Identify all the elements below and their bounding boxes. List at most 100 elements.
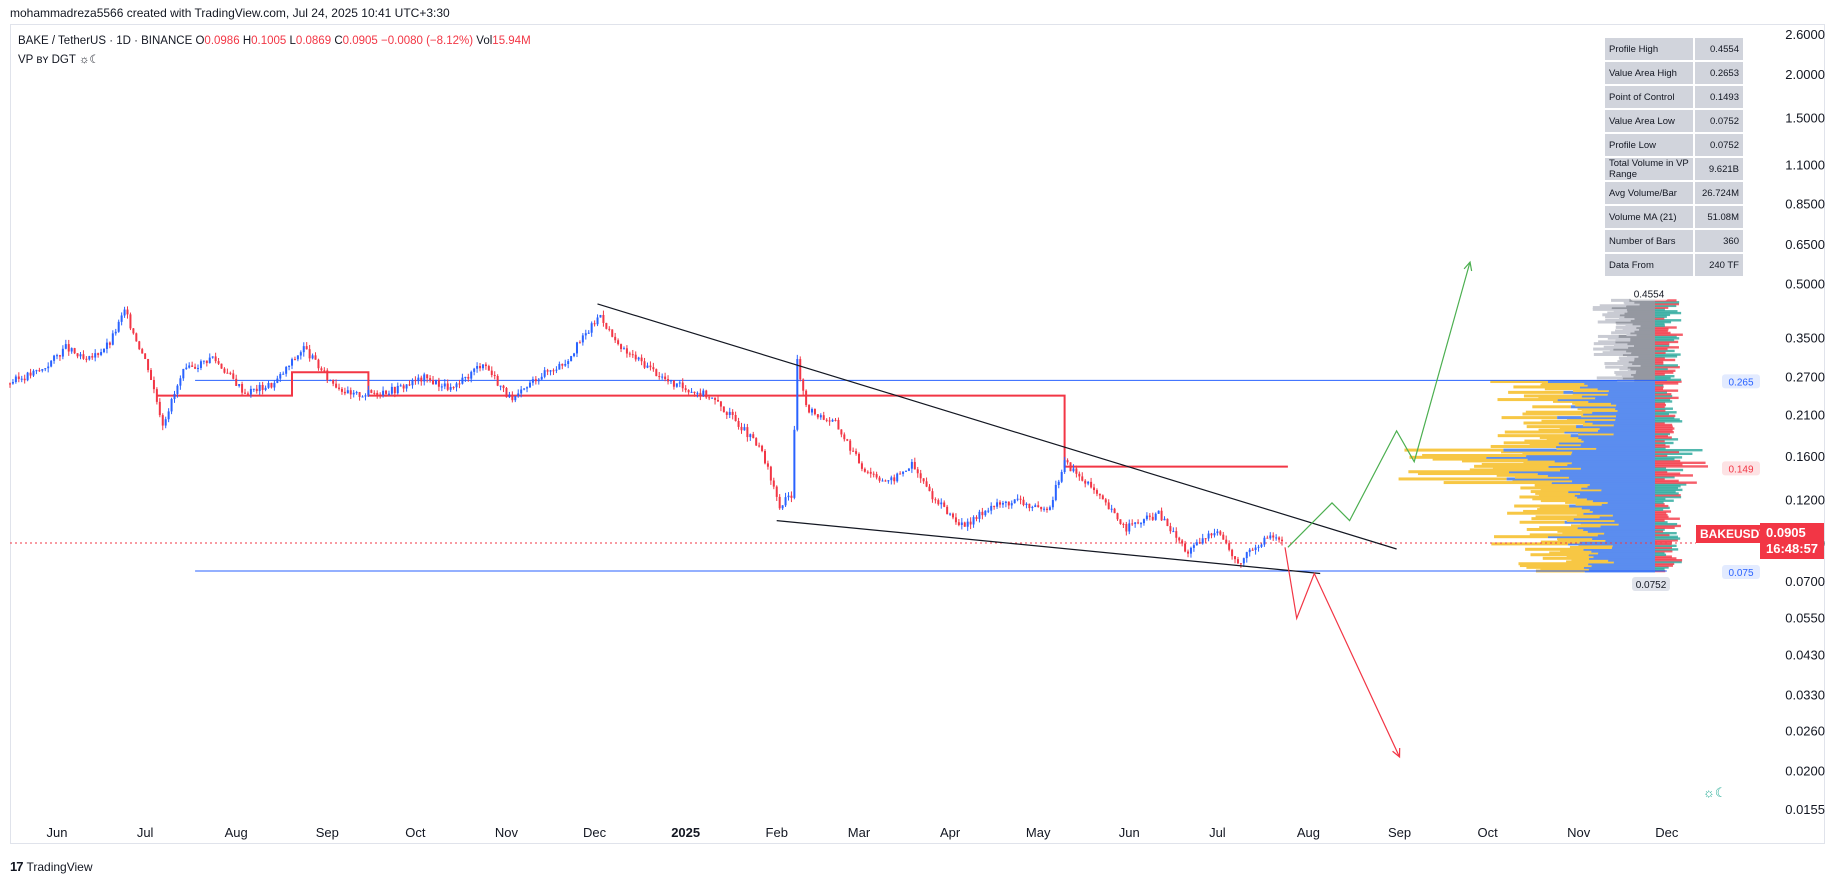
candle-body [44,368,47,370]
volume-delta-bar [1655,324,1665,327]
candle-body [752,434,755,439]
volume-delta-bar [1655,322,1665,326]
candle-body [1069,462,1072,472]
candle-body [1219,531,1222,535]
candle-body [514,395,517,401]
volume-profile-bar-sell [1609,349,1627,353]
stats-row: Total Volume in VP Range 9.621B [1605,158,1743,180]
candle-body [528,382,531,388]
candle-body [855,451,858,454]
candle-body [543,370,546,377]
candle-body [176,385,179,394]
candle-body [999,502,1002,505]
candle-body [646,365,649,368]
candle-body [1184,543,1187,552]
candle-body [928,486,931,492]
annotation-layer: 0.4554 0.0752 0.265 0.149 0.075 [597,260,1760,759]
time-tick-label: Nov [495,825,519,840]
candle-body [191,365,194,367]
volume-delta-bar [1655,531,1677,535]
candle-body [458,383,461,385]
volume-delta-bar [1655,355,1678,358]
volume-delta-bar [1655,508,1664,511]
candle-body [123,309,126,316]
value-area-low-badge: 0.075 [1722,565,1760,580]
stats-row: Value Area High 0.2653 [1605,62,1743,84]
candle-body [208,357,211,364]
volume-profile-bar-sell [1526,565,1584,569]
candles [9,306,1284,568]
volume-profile-bar-sell [1575,403,1617,407]
candle-body [954,517,957,523]
candle-body [1013,499,1016,504]
volume-profile-bar-buy [1628,360,1655,364]
candle-body [661,376,664,378]
volume-delta-bar [1655,559,1683,562]
volume-profile-bar-buy [1570,405,1655,409]
volume-profile-bar-buy [1568,475,1655,479]
profile-high-label: 0.4554 [1630,286,1668,301]
volume-delta-bar [1655,503,1665,506]
volume-profile-bar-buy [1581,437,1655,441]
volume-profile-bar-buy [1593,555,1655,559]
volume-profile-bar-buy [1584,419,1655,423]
candle-body [332,380,335,384]
candle-body [1095,490,1098,494]
indicator-legend[interactable]: VP ʙʏ DGT ☼☾ [18,54,100,66]
time-axis[interactable]: Jun Jul Aug Sep Oct Nov Dec 2025 Feb Mar Apr May Jun… [47,825,1679,840]
candle-body [476,366,479,369]
candle-body [82,354,85,359]
volume-profile-bar-buy [1579,540,1655,544]
volume-delta-bar [1655,439,1665,443]
time-tick-label: Dec [1655,825,1679,840]
volume-delta-bar [1655,566,1669,569]
volume-profile-bar-buy [1601,502,1655,506]
price-axis[interactable]: 2.6000 2.0000 1.5000 1.1000 0.8500 0.6500 0.50… [1785,27,1825,817]
price-tick-label: 0.8500 [1785,196,1825,211]
candle-body [1107,502,1110,510]
candle-body [135,333,138,342]
candle-body [743,427,746,431]
candle-body [631,354,634,356]
candle-body [26,372,29,381]
chart-frame[interactable] [10,24,1825,844]
symbol-name[interactable]: BAKE / TetherUS · 1D · BINANCE [18,35,193,47]
candle-body [843,434,846,440]
candle-body [699,392,702,396]
candle-body [1151,516,1154,520]
wedge-upper-trendline [597,303,1397,550]
candle-body [808,405,811,413]
candle-body [314,355,317,360]
volume-profile-bar-buy [1608,558,1655,562]
candle-body [226,372,229,374]
volume-profile-bar-sell [1560,549,1592,553]
stats-row: Avg Volume/Bar 26.724M [1605,182,1743,204]
candle-body [414,380,417,382]
candle-body [1192,545,1195,548]
value-area-high-badge: 0.265 [1722,374,1760,389]
volume-delta-bar [1655,369,1676,373]
volume-delta-bar [1655,353,1681,356]
volume-profile-bar-buy [1592,410,1655,414]
candle-body [97,353,100,355]
candle-body [199,361,202,368]
volume-profile-bar-buy [1583,511,1655,515]
volume-delta-bar [1655,328,1669,331]
volume-delta-bar [1655,360,1664,363]
candle-body [1125,524,1128,532]
candle-body [1090,481,1093,488]
candle-body [426,374,429,379]
volume-profile-bar-sell [1602,351,1632,355]
volume-profile-bar-sell [1592,307,1627,311]
candle-body [484,364,487,367]
candle-body [1207,533,1210,539]
candle-body [1154,513,1157,520]
volume-delta-bar [1655,310,1678,313]
sun-moon-icon[interactable]: ☼☾ [1703,785,1727,800]
volume-delta-bar [1655,342,1670,345]
candle-body [1072,468,1075,472]
volume-profile-bar-buy [1600,524,1655,528]
volume-profile-bar-buy [1588,567,1655,571]
candle-body [1204,538,1207,540]
